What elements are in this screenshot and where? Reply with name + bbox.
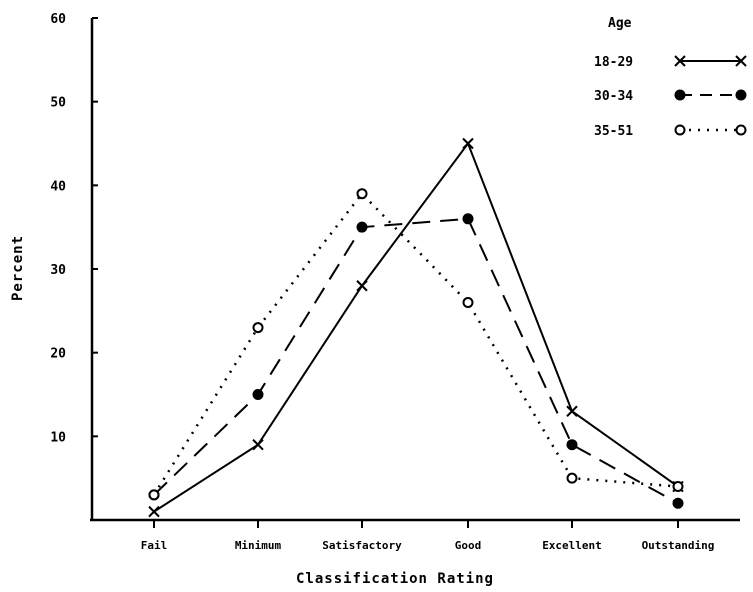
x-tick-label: Outstanding — [642, 539, 715, 552]
y-ticks: 10 20 30 40 50 60 — [50, 12, 98, 445]
data-point — [356, 188, 368, 200]
data-point — [356, 280, 368, 292]
data-point — [148, 505, 160, 518]
data-point — [566, 472, 578, 484]
data-point — [672, 497, 684, 509]
x-axis-label: Classification Rating — [296, 571, 494, 587]
y-tick-label: 40 — [50, 179, 66, 194]
data-point — [252, 389, 264, 400]
legend-label: 35-51 — [594, 124, 633, 139]
legend-marker — [674, 124, 686, 136]
legend-marker — [674, 55, 686, 67]
legend-marker — [674, 89, 686, 101]
y-tick-label: 10 — [50, 430, 66, 445]
x-tick-label: Minimum — [235, 539, 282, 552]
x-tick-label: Excellent — [542, 539, 602, 552]
y-tick-label: 50 — [50, 96, 66, 111]
legend-marker — [735, 89, 747, 101]
data-point — [566, 439, 578, 451]
series-2 — [148, 188, 684, 501]
data-point — [356, 221, 368, 233]
data-point — [462, 296, 474, 308]
legend: Age 18-29 30-34 35-51 — [594, 16, 747, 139]
data-point — [252, 322, 264, 334]
series-0 — [148, 137, 684, 518]
legend-label: 30-34 — [594, 89, 633, 104]
data-point — [252, 438, 264, 451]
y-tick-label: 20 — [50, 347, 66, 362]
y-tick-label: 30 — [50, 263, 66, 278]
series-line — [153, 217, 679, 505]
series-line — [152, 191, 679, 496]
series-line — [153, 141, 679, 513]
x-ticks: Fail Minimum Satisfactory Good Excellent Outs… — [141, 520, 715, 552]
data-point — [462, 137, 474, 150]
legend-title: Age — [608, 16, 632, 31]
data-point — [566, 405, 578, 417]
legend-marker — [735, 55, 747, 67]
series-layer — [148, 137, 684, 518]
legend-marker — [735, 124, 747, 136]
x-tick-label: Fail — [141, 539, 168, 552]
y-tick-label: 60 — [50, 12, 66, 27]
x-tick-label: Good — [455, 539, 482, 552]
x-tick-label: Satisfactory — [322, 539, 402, 552]
y-axis-label: Percent — [10, 235, 26, 301]
data-point — [148, 489, 160, 501]
legend-label: 18-29 — [594, 55, 633, 70]
data-point — [462, 213, 474, 225]
data-point — [672, 481, 684, 493]
axes — [90, 18, 740, 522]
